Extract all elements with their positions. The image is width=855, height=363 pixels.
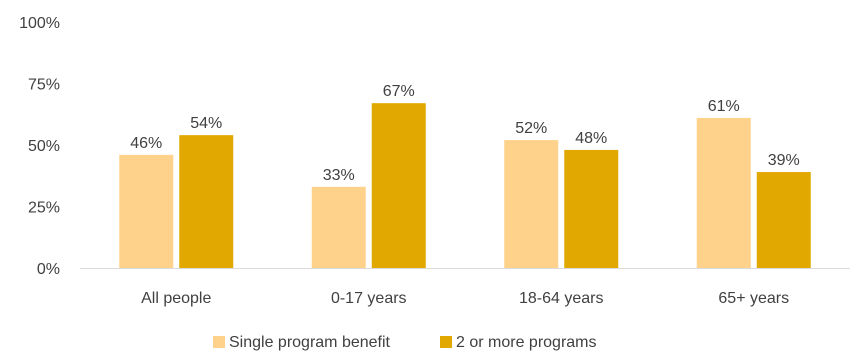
data-label: 54% — [190, 115, 222, 132]
y-tick-label: 75% — [28, 77, 60, 94]
legend-label: Single program benefit — [229, 334, 391, 351]
x-tick-label: 0-17 years — [331, 290, 407, 307]
legend-swatch — [440, 336, 452, 348]
bar — [504, 140, 559, 268]
data-label: 48% — [575, 130, 607, 147]
legend: Single program benefit 2 or more programs — [213, 334, 597, 351]
data-label: 61% — [708, 98, 740, 115]
data-label: 33% — [323, 167, 355, 184]
bar — [696, 117, 751, 268]
y-tick-label: 25% — [28, 200, 60, 217]
bar — [179, 135, 234, 268]
x-tick-label: 18-64 years — [519, 290, 604, 307]
bar — [311, 186, 366, 268]
legend-swatch — [213, 336, 225, 348]
y-tick-label: 50% — [28, 138, 60, 155]
x-axis: All people 0-17 years 18-64 years 65+ years — [141, 290, 789, 307]
y-tick-label: 100% — [19, 15, 60, 32]
data-label: 52% — [515, 120, 547, 137]
x-tick-label: All people — [141, 290, 211, 307]
data-labels: 46% 54% 33% 67% 52% 48% 61% 39% — [130, 83, 800, 184]
legend-label: 2 or more programs — [456, 334, 597, 351]
data-label: 39% — [768, 152, 800, 169]
bar — [371, 103, 426, 269]
bar — [564, 149, 619, 268]
data-label: 46% — [130, 135, 162, 152]
bar — [119, 154, 174, 268]
data-label: 67% — [383, 83, 415, 100]
bar — [756, 172, 811, 268]
x-tick-label: 65+ years — [718, 290, 789, 307]
bars — [119, 103, 811, 269]
y-axis: 0% 25% 50% 75% 100% — [19, 15, 60, 278]
y-tick-label: 0% — [37, 261, 60, 278]
